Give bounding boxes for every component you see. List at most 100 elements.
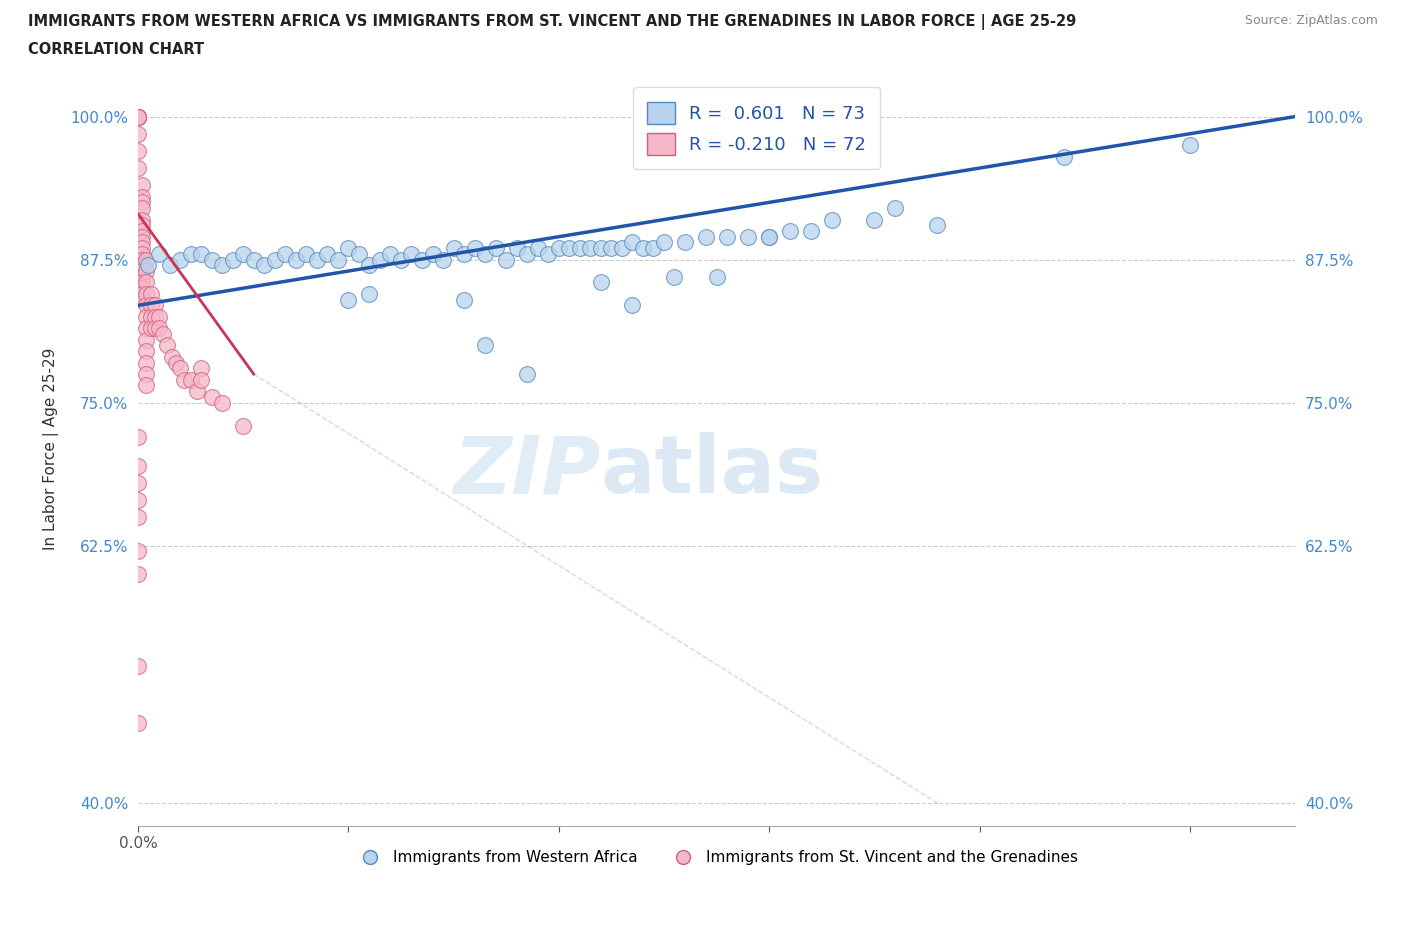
- Point: [135, 310, 157, 325]
- Point: [135, 332, 157, 347]
- Point: [232, 246, 254, 261]
- Point: [160, 350, 183, 365]
- Point: [1178, 138, 1201, 153]
- Point: [737, 230, 759, 245]
- Point: [127, 458, 149, 473]
- Point: [127, 143, 149, 158]
- Point: [347, 246, 370, 261]
- Point: [139, 310, 162, 325]
- Point: [368, 252, 391, 267]
- Point: [505, 241, 527, 256]
- Point: [127, 126, 149, 141]
- Point: [673, 235, 696, 250]
- Point: [131, 281, 153, 296]
- Point: [139, 321, 162, 336]
- Point: [148, 321, 170, 336]
- Point: [139, 298, 162, 312]
- Text: CORRELATION CHART: CORRELATION CHART: [28, 42, 204, 57]
- Point: [380, 246, 402, 261]
- Point: [131, 258, 153, 272]
- Point: [127, 493, 149, 508]
- Point: [706, 270, 728, 285]
- Point: [884, 201, 907, 216]
- Point: [127, 544, 149, 559]
- Y-axis label: In Labor Force | Age 25-29: In Labor Force | Age 25-29: [44, 347, 59, 550]
- Point: [253, 258, 276, 272]
- Point: [558, 241, 581, 256]
- Point: [127, 109, 149, 124]
- Point: [221, 252, 243, 267]
- Point: [263, 252, 285, 267]
- Point: [131, 275, 153, 290]
- Point: [495, 252, 517, 267]
- Point: [165, 355, 187, 370]
- Point: [579, 241, 602, 256]
- Point: [190, 361, 212, 376]
- Point: [139, 286, 162, 301]
- Point: [148, 310, 170, 325]
- Point: [135, 355, 157, 370]
- Point: [180, 372, 202, 387]
- Point: [453, 246, 475, 261]
- Text: ZIP: ZIP: [454, 432, 600, 510]
- Point: [401, 246, 423, 261]
- Point: [652, 235, 675, 250]
- Point: [643, 241, 665, 256]
- Point: [474, 338, 496, 352]
- Point: [131, 286, 153, 301]
- Point: [131, 235, 153, 250]
- Point: [716, 230, 738, 245]
- Point: [200, 252, 222, 267]
- Point: [131, 178, 153, 193]
- Point: [127, 430, 149, 445]
- Legend: Immigrants from Western Africa, Immigrants from St. Vincent and the Grenadines: Immigrants from Western Africa, Immigran…: [349, 844, 1084, 871]
- Point: [359, 286, 381, 301]
- Point: [422, 246, 444, 261]
- Point: [432, 252, 454, 267]
- Point: [131, 212, 153, 227]
- Point: [800, 223, 823, 238]
- Point: [131, 263, 153, 278]
- Point: [305, 252, 328, 267]
- Point: [316, 246, 339, 261]
- Point: [821, 212, 844, 227]
- Point: [411, 252, 433, 267]
- Point: [242, 252, 264, 267]
- Point: [337, 292, 360, 307]
- Point: [186, 384, 208, 399]
- Point: [143, 310, 166, 325]
- Point: [547, 241, 569, 256]
- Point: [211, 395, 233, 410]
- Point: [464, 241, 486, 256]
- Point: [453, 292, 475, 307]
- Point: [600, 241, 623, 256]
- Point: [135, 321, 157, 336]
- Point: [180, 246, 202, 261]
- Point: [135, 286, 157, 301]
- Text: atlas: atlas: [600, 432, 824, 510]
- Point: [631, 241, 654, 256]
- Point: [131, 246, 153, 261]
- Point: [135, 378, 157, 392]
- Point: [127, 566, 149, 581]
- Point: [621, 235, 644, 250]
- Text: IMMIGRANTS FROM WESTERN AFRICA VS IMMIGRANTS FROM ST. VINCENT AND THE GRENADINES: IMMIGRANTS FROM WESTERN AFRICA VS IMMIGR…: [28, 14, 1077, 30]
- Point: [758, 230, 780, 245]
- Point: [127, 475, 149, 490]
- Point: [526, 241, 548, 256]
- Point: [295, 246, 318, 261]
- Point: [284, 252, 307, 267]
- Point: [131, 195, 153, 210]
- Point: [127, 109, 149, 124]
- Point: [758, 230, 780, 245]
- Point: [135, 298, 157, 312]
- Point: [127, 715, 149, 730]
- Point: [131, 218, 153, 232]
- Point: [143, 321, 166, 336]
- Point: [135, 252, 157, 267]
- Point: [135, 344, 157, 359]
- Point: [131, 230, 153, 245]
- Point: [516, 246, 538, 261]
- Point: [443, 241, 465, 256]
- Point: [131, 223, 153, 238]
